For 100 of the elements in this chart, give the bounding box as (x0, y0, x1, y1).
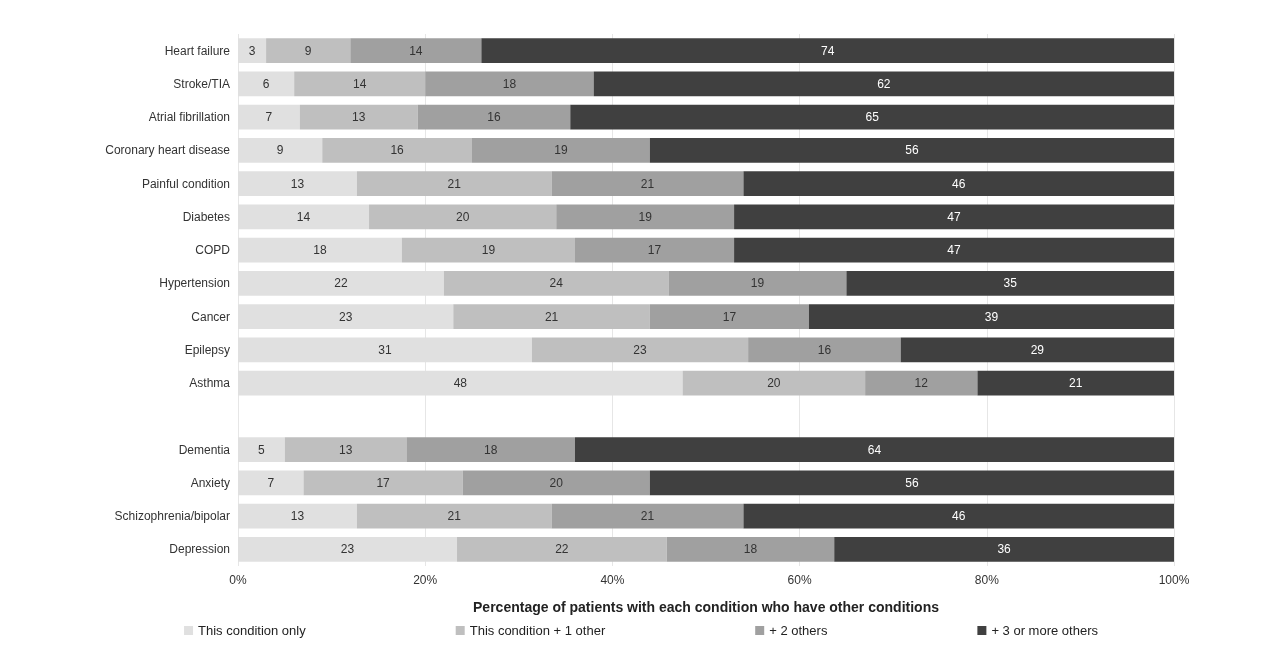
data-label: 13 (352, 110, 366, 125)
data-label: 21 (544, 309, 559, 324)
bar (284, 437, 407, 463)
data-label: 46 (952, 509, 966, 524)
bar (266, 38, 351, 64)
legend-label: This condition only (198, 623, 307, 638)
bar (865, 370, 978, 396)
bar (462, 470, 650, 496)
bar (666, 536, 835, 562)
data-label: 74 (821, 43, 835, 58)
y-tick-label: Painful condition (141, 176, 230, 191)
bar (551, 171, 744, 197)
y-tick-label: Heart failure (164, 43, 231, 58)
data-label: 47 (947, 209, 962, 224)
data-label: 23 (633, 342, 648, 357)
bar (417, 104, 571, 130)
data-label: 14 (409, 43, 423, 58)
data-label: 21 (447, 176, 462, 191)
data-label: 16 (390, 143, 405, 158)
bar (649, 304, 809, 330)
bar (369, 204, 557, 230)
bar (682, 370, 866, 396)
data-label: 22 (555, 542, 569, 557)
data-label: 36 (997, 542, 1012, 557)
data-label: 16 (487, 110, 501, 125)
data-label: 9 (304, 43, 312, 58)
data-label: 12 (914, 376, 929, 391)
x-tick-label: 20% (413, 573, 438, 587)
data-label: 19 (481, 243, 496, 258)
bar (570, 104, 1174, 130)
bar (551, 503, 744, 529)
x-tick-label: 60% (787, 573, 812, 587)
legend-label: + 2 others (769, 623, 828, 638)
data-label: 7 (265, 110, 273, 125)
bar (734, 204, 1174, 230)
y-tick-label: Asthma (189, 376, 231, 391)
data-label: 13 (338, 442, 353, 457)
bar (481, 38, 1174, 64)
data-label: 19 (554, 143, 568, 158)
x-tick-label: 40% (600, 573, 625, 587)
data-label: 21 (1069, 376, 1083, 391)
bar (977, 370, 1174, 396)
data-label: 9 (276, 143, 284, 158)
data-label: 20 (549, 475, 564, 490)
data-label: 17 (722, 309, 737, 324)
bar (834, 536, 1174, 562)
bar (356, 171, 552, 197)
data-label: 24 (549, 276, 564, 291)
y-tick-label: COPD (195, 243, 231, 258)
data-label: 29 (1030, 342, 1045, 357)
bar (808, 304, 1174, 330)
data-label: 21 (640, 176, 655, 191)
bar (401, 237, 575, 263)
data-label: 31 (378, 342, 392, 357)
bar (303, 470, 463, 496)
y-tick-label: Diabetes (182, 209, 230, 224)
data-label: 39 (984, 309, 999, 324)
data-label: 3 (248, 43, 256, 58)
data-label: 62 (877, 76, 891, 91)
data-label: 19 (638, 209, 653, 224)
y-tick-label: Atrial fibrillation (148, 110, 230, 125)
bar (574, 237, 735, 263)
bar (743, 503, 1174, 529)
y-tick-label: Depression (169, 542, 230, 557)
bar (734, 237, 1174, 263)
x-axis-title: Percentage of patients with each condition who have other conditions (473, 599, 940, 615)
bar (556, 204, 735, 230)
data-label: 7 (267, 475, 275, 490)
y-tick-label: Stroke/TIA (173, 76, 230, 91)
y-tick-label: Dementia (178, 442, 231, 457)
data-label: 13 (290, 176, 305, 191)
data-label: 23 (338, 309, 353, 324)
data-label: 35 (1003, 276, 1018, 291)
data-label: 18 (743, 542, 758, 557)
bar (593, 71, 1174, 97)
data-label: 13 (290, 509, 305, 524)
bar (453, 304, 650, 330)
x-tick-label: 0% (229, 573, 247, 587)
data-label: 6 (262, 76, 270, 91)
y-tick-label: Anxiety (190, 475, 230, 490)
data-label: 16 (817, 342, 832, 357)
bar (425, 71, 594, 97)
data-label: 18 (484, 442, 498, 457)
y-tick-label: Cancer (191, 309, 230, 324)
data-label: 47 (947, 243, 962, 258)
bar (846, 270, 1174, 296)
bar (649, 137, 1174, 163)
data-label: 14 (353, 76, 367, 91)
data-label: 17 (647, 243, 662, 258)
y-tick-label: Hypertension (159, 276, 230, 291)
data-label: 19 (750, 276, 765, 291)
data-label: 18 (502, 76, 517, 91)
bar (443, 270, 669, 296)
x-tick-label: 80% (974, 573, 1000, 587)
data-label: 21 (640, 509, 655, 524)
bar (743, 171, 1174, 197)
bar (356, 503, 552, 529)
data-label: 23 (340, 542, 355, 557)
data-label: 46 (952, 176, 966, 191)
data-label: 48 (453, 376, 468, 391)
